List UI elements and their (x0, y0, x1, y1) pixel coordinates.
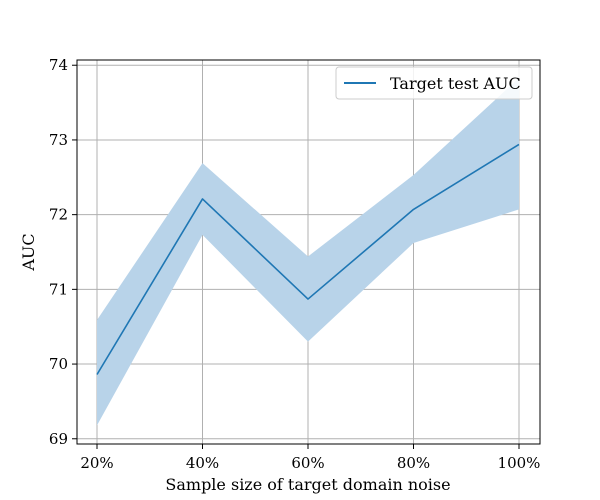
y-tick-label: 74 (49, 56, 68, 74)
y-tick-label: 70 (49, 355, 68, 373)
series-line (96, 143, 520, 375)
confidence-band-layer (97, 77, 519, 426)
legend: Target test AUC (335, 66, 533, 100)
legend-box (335, 66, 533, 100)
series-line-layer (96, 143, 520, 375)
legend-label: Target test AUC (390, 74, 521, 93)
confidence-band (97, 77, 519, 426)
x-tick-label: 60% (291, 454, 324, 472)
x-tick-label: 20% (80, 454, 113, 472)
x-tick-label: 100% (498, 454, 541, 472)
x-tick-label: 40% (186, 454, 219, 472)
y-tick-label: 71 (49, 280, 68, 298)
y-tick-label: 69 (49, 430, 68, 448)
tick-layer: 20% 40% 60% 80% 100% 69 70 71 72 73 74 (49, 56, 541, 472)
y-tick-label: 73 (49, 131, 68, 149)
y-tick-label: 72 (49, 206, 68, 224)
x-tick-label: 80% (397, 454, 430, 472)
y-axis-label: AUC (19, 233, 38, 271)
x-axis-label: Sample size of target domain noise (165, 475, 450, 494)
